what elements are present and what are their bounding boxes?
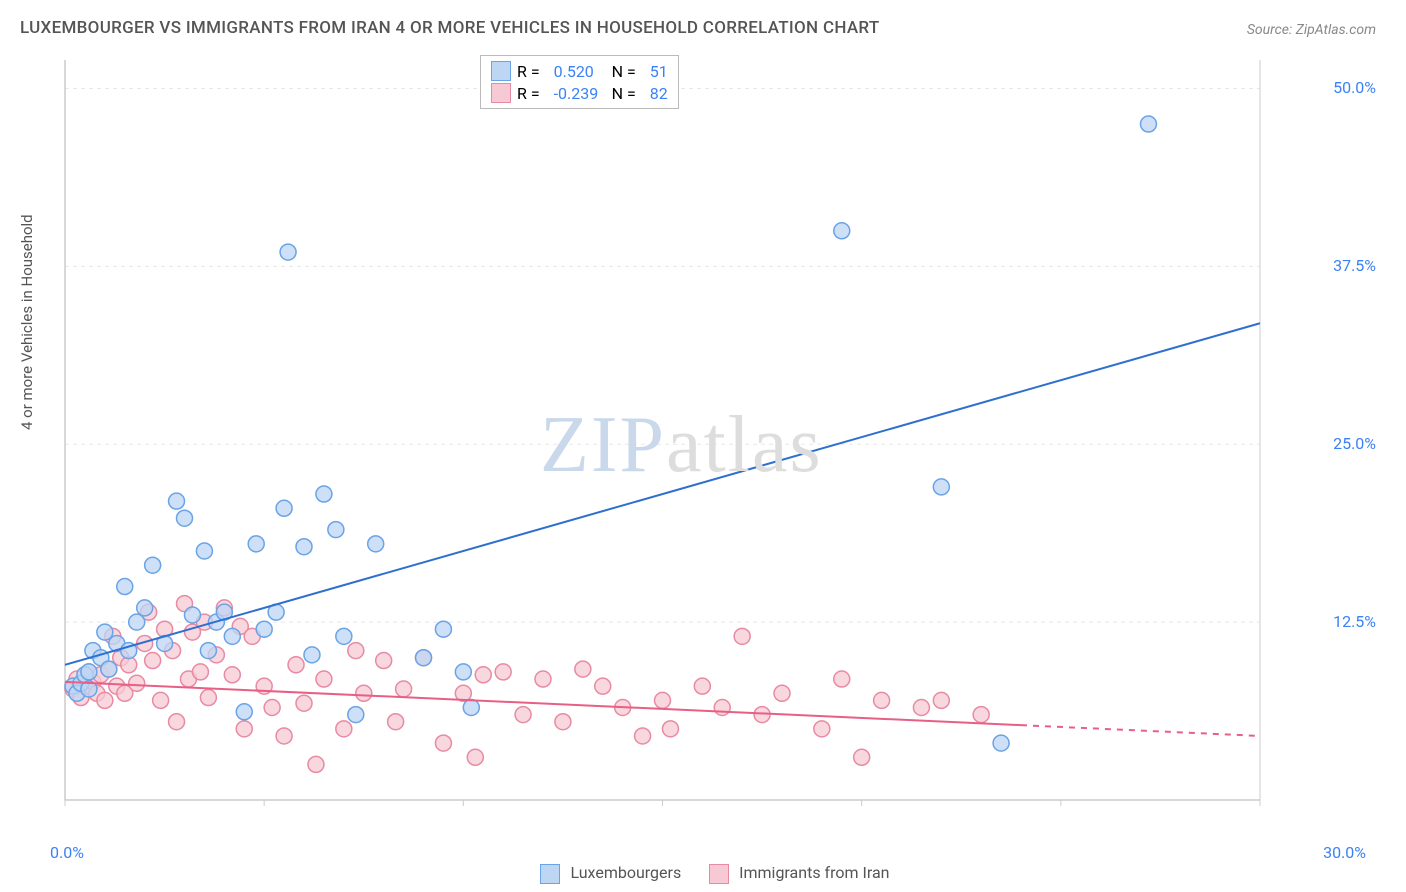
correlation-legend: R = 0.520 N = 51 R = -0.239 N = 82 [480, 55, 679, 109]
legend-n-label: N = [612, 84, 636, 103]
x-tick-0: 0.0% [50, 843, 84, 862]
legend-n-value-0: 51 [642, 62, 668, 81]
legend-label-1: Immigrants from Iran [739, 863, 889, 882]
y-tick-2: 37.5% [1333, 256, 1376, 275]
y-tick-1: 25.0% [1333, 434, 1376, 453]
legend-n-value-1: 82 [642, 84, 668, 103]
legend-r-label: R = [517, 62, 540, 81]
scatter-chart [60, 50, 1320, 820]
legend-swatch-1 [709, 864, 729, 884]
legend-row-series-1: R = -0.239 N = 82 [491, 82, 668, 104]
source-attribution: Source: ZipAtlas.com [1247, 22, 1376, 38]
legend-n-label: N = [612, 62, 636, 81]
legend-r-label: R = [517, 84, 540, 103]
legend-swatch-0 [491, 61, 511, 81]
x-tick-1: 30.0% [1323, 843, 1366, 862]
y-axis-label: 4 or more Vehicles in Household [18, 214, 36, 430]
legend-swatch-1 [491, 83, 511, 103]
legend-label-0: Luxembourgers [570, 863, 681, 882]
plot-area [60, 50, 1320, 820]
series-legend: Luxembourgers Immigrants from Iran [0, 863, 1406, 884]
legend-swatch-0 [540, 864, 560, 884]
chart-title: LUXEMBOURGER VS IMMIGRANTS FROM IRAN 4 O… [20, 18, 880, 38]
y-tick-0: 12.5% [1333, 612, 1376, 631]
legend-r-value-1: -0.239 [546, 84, 606, 103]
y-tick-3: 50.0% [1333, 78, 1376, 97]
legend-r-value-0: 0.520 [546, 62, 606, 81]
legend-row-series-0: R = 0.520 N = 51 [491, 60, 668, 82]
